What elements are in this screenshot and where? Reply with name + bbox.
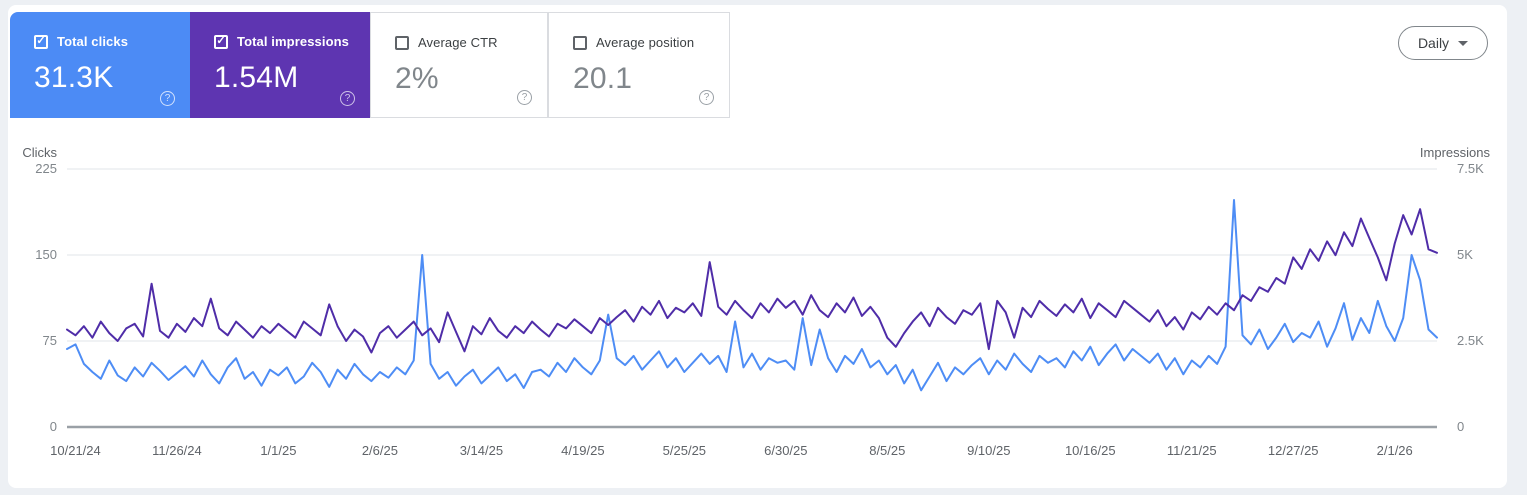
- check-icon: ✓: [36, 35, 46, 47]
- help-icon[interactable]: ?: [160, 91, 175, 106]
- y-tick-label: 150: [35, 247, 57, 262]
- x-tick-label: 8/5/25: [869, 443, 906, 458]
- x-tick-label: 11/21/25: [1166, 443, 1217, 458]
- x-tick-label: 4/19/25: [561, 443, 605, 458]
- card-label: Average CTR: [418, 35, 498, 50]
- check-icon: ✓: [216, 35, 226, 47]
- x-tick-label: 3/14/25: [459, 443, 504, 458]
- card-average-ctr[interactable]: Average CTR 2% ?: [370, 12, 548, 118]
- series-line-impressions: [66, 208, 1438, 354]
- card-label: Total impressions: [237, 34, 349, 49]
- x-tick-label: 2/6/25: [361, 443, 398, 458]
- series-line-clicks: [66, 199, 1438, 392]
- granularity-dropdown[interactable]: Daily: [1398, 26, 1488, 60]
- y-tick-label: 5K: [1457, 247, 1473, 262]
- x-tick-label: 2/1/26: [1376, 443, 1413, 458]
- chevron-down-icon: [1458, 40, 1469, 46]
- checkbox-average-position[interactable]: [573, 35, 587, 50]
- granularity-label: Daily: [1417, 35, 1450, 51]
- x-tick-label: 10/16/25: [1064, 443, 1116, 458]
- x-tick-label: 12/27/25: [1267, 443, 1319, 458]
- x-tick-label: 11/26/24: [152, 443, 202, 458]
- card-average-position[interactable]: Average position 20.1 ?: [548, 12, 730, 118]
- x-tick-label: 1/1/25: [260, 443, 297, 458]
- card-total-impressions[interactable]: ✓ Total impressions 1.54M ?: [190, 12, 370, 118]
- help-icon[interactable]: ?: [340, 91, 355, 106]
- card-total-clicks[interactable]: ✓ Total clicks 31.3K ?: [10, 12, 190, 118]
- x-tick-label: 10/21/24: [50, 443, 101, 458]
- card-value: 31.3K: [34, 61, 114, 94]
- left-axis-title: Clicks: [22, 145, 57, 160]
- y-tick-label: 0: [1457, 419, 1465, 434]
- y-tick-label: 7.5K: [1457, 161, 1484, 176]
- y-tick-label: 75: [42, 333, 57, 348]
- help-icon[interactable]: ?: [699, 90, 714, 105]
- card-value: 2%: [395, 62, 439, 95]
- card-label: Total clicks: [57, 34, 129, 49]
- right-axis-title: Impressions: [1419, 145, 1490, 160]
- card-value: 20.1: [573, 62, 633, 95]
- card-value: 1.54M: [214, 61, 299, 94]
- y-tick-label: 2.5K: [1457, 333, 1484, 348]
- help-icon[interactable]: ?: [517, 90, 532, 105]
- y-tick-label: 225: [35, 161, 57, 176]
- x-tick-label: 6/30/25: [764, 443, 808, 458]
- checkbox-total-impressions[interactable]: ✓: [214, 34, 228, 49]
- y-tick-label: 0: [49, 419, 57, 434]
- x-tick-label: 5/25/25: [662, 443, 707, 458]
- card-label: Average position: [596, 35, 695, 50]
- x-tick-label: 9/10/25: [967, 443, 1011, 458]
- chart-plot-area[interactable]: [67, 169, 1437, 427]
- checkbox-average-ctr[interactable]: [395, 35, 409, 50]
- checkbox-total-clicks[interactable]: ✓: [34, 34, 48, 49]
